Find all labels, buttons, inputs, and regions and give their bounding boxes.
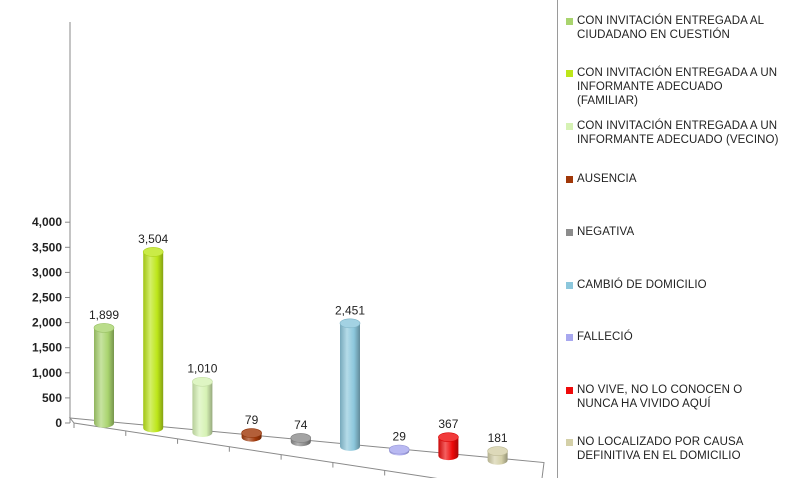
data-label: 1,010 (187, 362, 217, 376)
bar-cap (487, 446, 508, 456)
y-tick-label: 0 (55, 416, 62, 430)
bar-body (438, 437, 459, 461)
legend-swatch (566, 123, 573, 130)
chart-bars (93, 247, 508, 465)
data-label: 74 (294, 418, 308, 432)
legend-label: NO VIVE, NO LO CONOCEN O NUNCA HA VIVIDO… (577, 384, 743, 410)
legend-item: AUSENCIA (566, 172, 796, 186)
legend-swatch (566, 334, 573, 341)
bar-1 (93, 323, 115, 428)
data-label: 2,451 (335, 303, 365, 317)
bar-cap (339, 318, 361, 329)
legend-item: CON INVITACIÓN ENTREGADA AL CIUDADANO EN… (566, 14, 796, 42)
legend-item: FALLECIÓ (566, 330, 796, 344)
bar-cap (93, 323, 115, 333)
data-label: 29 (393, 429, 407, 443)
legend-swatch (566, 70, 573, 77)
bar-cap (142, 247, 164, 257)
data-label: 3,504 (138, 232, 168, 246)
bar-body (340, 323, 360, 451)
legend-item: CON INVITACIÓN ENTREGADA A UN INFORMANTE… (566, 66, 796, 108)
legend-swatch (566, 229, 573, 236)
bar-2 (142, 247, 164, 433)
legend-label: CON INVITACIÓN ENTREGADA A UN INFORMANTE… (577, 120, 779, 146)
y-tick-label: 1,500 (32, 341, 62, 355)
bar-cap (241, 428, 262, 438)
bar-5 (290, 433, 312, 447)
y-tick-label: 3,000 (32, 265, 62, 279)
legend-swatch (566, 176, 573, 183)
data-label: 367 (438, 417, 458, 431)
legend-item: NO LOCALIZADO POR CAUSA DEFINITIVA EN EL… (566, 435, 796, 463)
legend-swatch (566, 387, 573, 394)
legend-item: CON INVITACIÓN ENTREGADA A UN INFORMANTE… (566, 119, 796, 147)
legend-swatch (566, 439, 573, 446)
bar-cap (290, 433, 312, 443)
legend-label: NO LOCALIZADO POR CAUSA DEFINITIVA EN EL… (577, 436, 744, 462)
bar-cap (192, 376, 213, 387)
bar-cap (388, 444, 410, 455)
bar-4 (241, 428, 262, 442)
data-label: 79 (245, 413, 259, 427)
chart-plot: 05001,0001,5002,0002,5003,0003,5004,000 … (32, 22, 545, 478)
legend-label: AUSENCIA (577, 173, 637, 185)
chart-axes: 0 500 1,000 1,500 2,000 2,500 3,000 3,500 4,000 (32, 22, 545, 478)
data-label: 181 (488, 431, 508, 445)
chart-data-labels: 1,899 3,504 1,010 79 74 2,451 29 367 181 (89, 232, 508, 445)
bar-body (143, 251, 164, 433)
chart-floor (68, 417, 545, 478)
chart-legend: CON INVITACIÓN ENTREGADA AL CIUDADANO EN… (557, 0, 796, 478)
y-tick-label: 1,000 (32, 366, 62, 380)
legend-label: CON INVITACIÓN ENTREGADA AL CIUDADANO EN… (577, 15, 765, 41)
bar-cap (438, 432, 459, 442)
y-tick-label: 4,000 (32, 215, 62, 229)
legend-item: NO VIVE, NO LO CONOCEN O NUNCA HA VIVIDO… (566, 383, 796, 411)
data-label: 1,899 (89, 308, 119, 322)
legend-label: CON INVITACIÓN ENTREGADA A UN INFORMANTE… (577, 67, 778, 107)
y-tick-label: 500 (42, 391, 62, 405)
bar-6 (339, 318, 361, 451)
legend-label: CAMBIÓ DE DOMICILIO (577, 279, 707, 291)
legend-item: CAMBIÓ DE DOMICILIO (566, 278, 796, 292)
y-tick-label: 2,500 (32, 291, 62, 305)
bar-9 (487, 446, 508, 465)
legend-label: FALLECIÓ (577, 331, 633, 343)
bar-body (94, 327, 114, 428)
legend-swatch (566, 282, 573, 289)
bar-8 (438, 432, 459, 461)
y-tick-label: 3,500 (32, 240, 62, 254)
bar-3 (192, 376, 213, 437)
y-tick-label: 2,000 (32, 316, 62, 330)
legend-swatch (566, 18, 573, 25)
bar-7 (388, 444, 410, 456)
bar-body (192, 381, 213, 437)
legend-label: NEGATIVA (577, 226, 635, 238)
legend-item: NEGATIVA (566, 225, 796, 239)
